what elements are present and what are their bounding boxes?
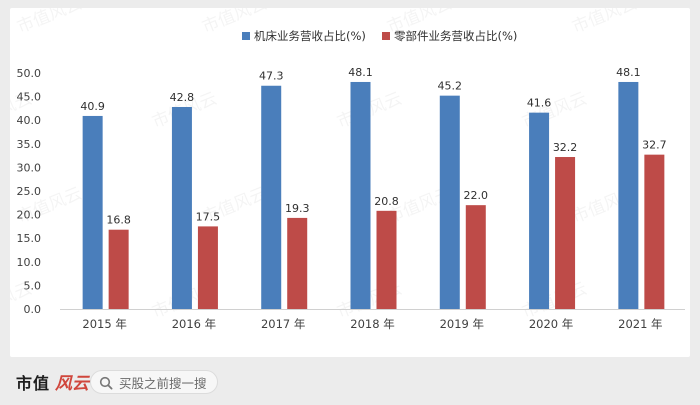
bar-parts xyxy=(108,229,129,309)
x-tick-label: 2015 年 xyxy=(82,317,126,331)
y-tick-label: 15.0 xyxy=(17,232,42,245)
bar-parts xyxy=(197,226,218,309)
x-tick-label: 2017 年 xyxy=(261,317,305,331)
data-label: 48.1 xyxy=(348,66,373,79)
y-tick-label: 35.0 xyxy=(17,138,42,151)
legend-swatch-parts xyxy=(382,32,390,40)
data-label: 48.1 xyxy=(616,66,641,79)
bar-machine-tool xyxy=(350,81,371,309)
watermark-text: 市值风云 xyxy=(569,8,640,38)
bar-machine-tool xyxy=(618,81,639,309)
chart-card: 市值风云 市值风云 市值风云 市值风云 市值风云 市值风云 市值风云 市值风云 市值风云 市值风云… xyxy=(10,8,690,357)
data-label: 32.2 xyxy=(553,141,578,154)
watermark-text: 市值风云 xyxy=(14,8,85,38)
legend-label-machine-tool: 机床业务营收占比(%) xyxy=(254,29,366,43)
y-tick-label: 20.0 xyxy=(17,209,42,222)
y-tick-label: 50.0 xyxy=(17,67,42,80)
y-tick-label: 10.0 xyxy=(17,256,42,269)
data-label: 42.8 xyxy=(170,91,195,104)
bar-machine-tool xyxy=(261,85,282,309)
search-box[interactable]: 买股之前搜一搜 xyxy=(90,370,218,394)
search-placeholder: 买股之前搜一搜 xyxy=(119,375,207,391)
bar-machine-tool xyxy=(82,115,103,310)
y-tick-label: 5.0 xyxy=(24,279,42,292)
data-label: 32.7 xyxy=(642,139,667,152)
x-tick-label: 2018 年 xyxy=(350,317,394,331)
x-tick-label: 2019 年 xyxy=(440,317,484,331)
y-tick-label: 30.0 xyxy=(17,161,42,174)
footer-bar: 市值 风云 买股之前搜一搜 xyxy=(0,357,700,405)
data-label: 45.2 xyxy=(438,80,463,93)
bar-machine-tool xyxy=(439,95,460,309)
bar-machine-tool xyxy=(171,106,192,309)
data-label: 40.9 xyxy=(80,100,105,113)
data-label: 41.6 xyxy=(527,97,552,110)
y-tick-label: 40.0 xyxy=(17,114,42,127)
y-tick-label: 0.0 xyxy=(24,303,42,316)
bar-parts xyxy=(376,210,397,309)
bar-parts xyxy=(465,205,486,309)
x-tick-label: 2020 年 xyxy=(529,317,573,331)
search-icon xyxy=(99,375,113,390)
data-label: 16.8 xyxy=(106,214,131,227)
x-tick-label: 2016 年 xyxy=(172,317,216,331)
bar-machine-tool xyxy=(529,112,550,309)
legend-label-parts: 零部件业务营收占比(%) xyxy=(394,29,517,43)
data-label: 17.5 xyxy=(196,210,221,223)
brand-mark: 风云 xyxy=(55,374,90,394)
bar-parts xyxy=(287,217,308,309)
brand-logo[interactable]: 市值 风云 xyxy=(16,369,90,395)
y-tick-label: 25.0 xyxy=(17,185,42,198)
brand-name: 市值 xyxy=(16,373,51,393)
bar-parts xyxy=(644,154,665,309)
data-label: 20.8 xyxy=(374,195,399,208)
x-tick-label: 2021 年 xyxy=(618,317,662,331)
bar-parts xyxy=(555,157,576,309)
data-label: 47.3 xyxy=(259,70,284,83)
legend-swatch-machine-tool xyxy=(242,32,250,40)
data-label: 22.0 xyxy=(464,189,489,202)
data-label: 19.3 xyxy=(285,202,310,215)
y-tick-label: 45.0 xyxy=(17,91,42,104)
